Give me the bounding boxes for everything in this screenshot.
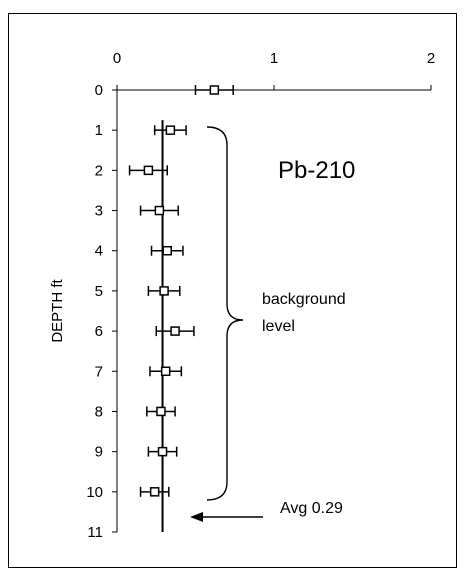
data-point-group — [128, 165, 168, 176]
chart-frame — [8, 13, 457, 568]
data-point-group — [194, 85, 234, 95]
data-point — [156, 406, 166, 417]
data-point-group — [155, 326, 195, 337]
y-axis-title: DEPTH ft — [49, 278, 66, 342]
data-point-group — [147, 446, 178, 457]
x-tick-label: 0 — [113, 50, 121, 67]
y-tick-label: 5 — [95, 283, 103, 300]
x-tick-label: 2 — [427, 50, 435, 67]
y-tick-label: 11 — [87, 524, 103, 541]
y-tick-label: 9 — [95, 444, 103, 461]
data-point — [209, 85, 220, 95]
y-tick-label: 2 — [95, 162, 103, 179]
y-tick-label: 0 — [95, 82, 103, 99]
data-point — [165, 125, 176, 135]
y-tick-label: 4 — [95, 243, 103, 260]
avg-label: Avg 0.29 — [280, 500, 343, 517]
y-tick-label: 8 — [95, 403, 103, 420]
data-point-group — [139, 486, 170, 497]
data-point — [159, 286, 169, 296]
data-point — [162, 245, 172, 256]
data-point-group — [153, 125, 187, 136]
data-point-group — [149, 366, 183, 377]
data-point — [160, 366, 171, 377]
data-point-group — [139, 205, 179, 216]
data-point — [157, 446, 168, 457]
background-label-line2: level — [262, 318, 295, 335]
data-point — [170, 326, 180, 336]
x-tick-label: 1 — [270, 50, 278, 67]
background-brace — [206, 126, 244, 501]
avg-arrow-head — [190, 512, 203, 522]
y-tick-label: 10 — [86, 484, 103, 501]
y-tick-label: 3 — [95, 203, 103, 220]
data-point-group — [150, 245, 184, 256]
y-tick-label: 1 — [95, 122, 103, 139]
y-tick-label: 6 — [95, 323, 103, 340]
y-tick-label: 7 — [95, 363, 103, 380]
data-point — [149, 487, 160, 497]
background-label-line1: background — [262, 291, 346, 308]
data-point-group — [146, 406, 176, 417]
data-point — [154, 205, 165, 216]
data-point-group — [147, 285, 181, 296]
data-point — [143, 165, 154, 176]
isotope-label: Pb-210 — [278, 157, 355, 184]
